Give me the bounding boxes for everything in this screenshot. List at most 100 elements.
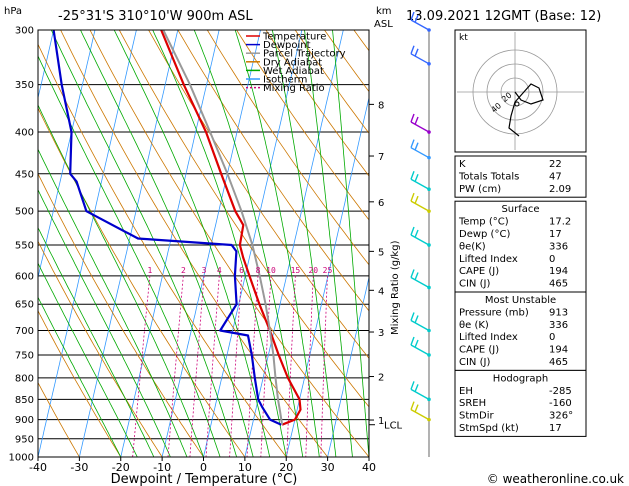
legend-label: Wet Adiabat — [263, 66, 324, 77]
barb-flag — [410, 11, 415, 21]
mixing-ratio-axis-label: Mixing Ratio (g/kg) — [390, 240, 401, 335]
km-tick-label: 2 — [378, 373, 384, 384]
legend-label: Mixing Ratio — [263, 83, 325, 94]
pressure-tick-label: 1000 — [9, 453, 34, 464]
wet-adiabat-line — [113, 30, 271, 457]
dry-adiabat-line — [118, 30, 369, 408]
hodograph-table-box — [454, 369, 587, 437]
wet-adiabat-line — [38, 262, 138, 457]
surface-row-label: Lifted Index — [459, 254, 518, 265]
barb-flag — [410, 139, 415, 148]
legend-label: Isotherm — [263, 75, 307, 86]
mixing-ratio-line — [305, 275, 314, 457]
barb-flag — [410, 312, 415, 321]
dry-adiabat-line — [38, 240, 163, 457]
mixing-ratio-line — [205, 275, 220, 457]
x-tick-label: 10 — [238, 461, 252, 474]
barb-staff — [410, 319, 430, 332]
diagram-grid — [38, 30, 369, 457]
datetime-title: 13.09.2021 12GMT (Base: 12) — [406, 9, 601, 24]
wet-adiabat-line — [50, 30, 237, 457]
mixing-ratio-line — [286, 275, 296, 457]
most-unstable-row-label: Lifted Index — [459, 332, 518, 343]
surface-row-label: CIN (J) — [459, 279, 490, 290]
pressure-tick-label: 650 — [15, 300, 34, 311]
dry-adiabat-line — [206, 30, 369, 266]
wet-adiabat-line — [80, 30, 254, 457]
series-dewpoint — [52, 30, 282, 426]
indices-row-label: K — [459, 159, 466, 170]
dry-adiabat-line — [38, 381, 80, 457]
isotherm-line — [285, 95, 369, 457]
wet-adiabat-line — [38, 188, 171, 457]
hodograph-table-row-value: 326° — [549, 411, 573, 422]
x-tick-label: -10 — [153, 461, 171, 474]
x-tick-label: 0 — [200, 461, 207, 474]
hodograph-trace — [508, 83, 544, 137]
pressure-tick-label: 800 — [15, 373, 34, 384]
mixing-ratio-label: 25 — [323, 266, 333, 275]
mixing-ratio-label: 8 — [256, 266, 261, 275]
surface-row-value: 17.2 — [549, 217, 571, 228]
mixing-ratio-label: 10 — [266, 266, 276, 275]
surface-row-label: CAPE (J) — [459, 266, 499, 277]
isotherm-line — [38, 30, 96, 280]
isotherm-line — [79, 30, 179, 457]
km-tick-label: 7 — [378, 152, 384, 163]
barb-staff — [410, 200, 430, 212]
copyright: © weatheronline.co.uk — [487, 472, 624, 486]
barb-staff — [410, 19, 430, 31]
wet-adiabat-line — [193, 30, 304, 457]
mixing-ratio-label: 6 — [239, 266, 244, 275]
surface-row-label: θe(K) — [459, 241, 486, 252]
indices-box — [454, 155, 587, 198]
hodograph-table-row-value: 17 — [549, 423, 562, 434]
dry-adiabat-line — [38, 309, 122, 457]
pressure-tick-label: 350 — [15, 80, 34, 91]
pressure-tick-label: 500 — [15, 207, 34, 218]
mixing-ratio-label: 15 — [291, 266, 301, 275]
dry-adiabat-line — [38, 172, 204, 457]
isotherm-line — [244, 30, 344, 457]
lcl-label: LCL — [384, 421, 403, 432]
barb-flag — [410, 170, 415, 180]
km-tick-label: 4 — [378, 286, 384, 297]
hodograph-table-title: Hodograph — [493, 373, 548, 384]
mixing-ratio-line — [189, 275, 205, 457]
wet-adiabat-line — [38, 296, 122, 457]
mixing-ratio-label: 20 — [308, 266, 318, 275]
isotherm-line — [327, 275, 369, 457]
dry-adiabat-line — [236, 30, 369, 221]
wind-barbs — [410, 11, 431, 457]
barb-staff — [410, 388, 430, 400]
most-unstable-row-value: 465 — [549, 357, 568, 368]
pressure-tick-label: 400 — [15, 128, 34, 139]
mixing-ratio-line — [260, 275, 272, 457]
most-unstable-row-value: 194 — [549, 345, 568, 356]
barb-flag — [414, 48, 419, 57]
mixing-ratio-line — [167, 275, 184, 457]
barb-staff — [410, 409, 430, 421]
barb-flag — [410, 226, 415, 236]
barb-flag — [414, 142, 419, 151]
barb-flag — [410, 113, 415, 123]
barb-staff — [410, 121, 430, 133]
pressure-tick-label: 450 — [15, 169, 34, 180]
most-unstable-row-value: 913 — [549, 307, 568, 318]
km-tick-label: 8 — [378, 100, 384, 111]
km-tick-label: 1 — [378, 416, 384, 427]
barb-flag — [414, 384, 419, 393]
mixing-ratio-label: 2 — [181, 266, 186, 275]
x-tick-label: -30 — [70, 461, 88, 474]
mixing-ratio-label: 3 — [202, 266, 207, 275]
legend-label: Dewpoint — [263, 40, 311, 51]
dry-adiabat-line — [177, 30, 369, 312]
barb-staff — [410, 178, 430, 190]
legend-label: Temperature — [262, 32, 326, 43]
km-label: km — [376, 6, 392, 17]
barb-flag — [410, 401, 415, 410]
mixing-ratio-label: 1 — [147, 266, 152, 275]
